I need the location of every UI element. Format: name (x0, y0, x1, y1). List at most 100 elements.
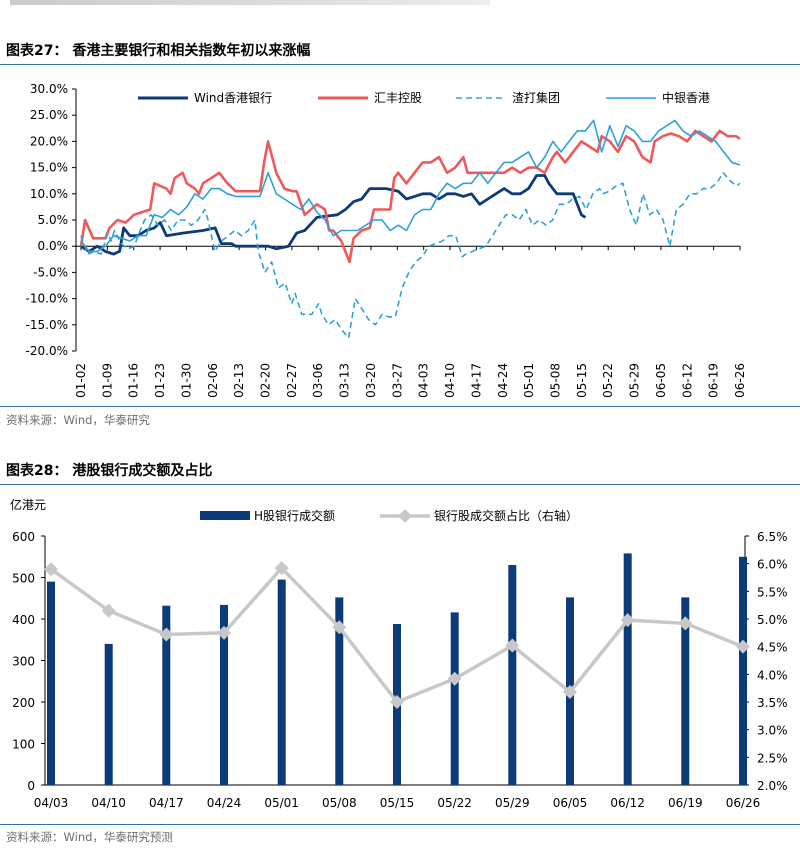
chart1-y-tick-label: 15.0% (30, 161, 68, 175)
chart2-y2-tick-label: 6.0% (757, 558, 788, 572)
chart2-line-marker (390, 695, 404, 709)
chart2-bar (162, 605, 171, 785)
chart1-x-tick-label: 03-27 (390, 363, 404, 398)
chart2-x-tick-label: 06/19 (668, 796, 703, 810)
chart2-title: 图表28： 港股银行成交额及占比 (6, 463, 213, 479)
chart1-x-tick-label: 04-10 (443, 363, 457, 398)
chart1-x-tick-label: 04-24 (496, 363, 510, 398)
chart2-unit-label: 亿港元 (10, 497, 46, 512)
chart1-x-tick-label: 01-09 (100, 363, 114, 398)
chart2-bar (47, 581, 55, 785)
chart2-x-tick-label: 05/01 (264, 796, 299, 810)
chart2-y-tick-label: 500 (12, 572, 35, 586)
chart1-series-line (79, 129, 741, 264)
chart2-line-marker (620, 613, 635, 628)
chart1-x-tick-label: 02-20 (259, 363, 273, 398)
chart1-y-tick-label: -15.0% (26, 318, 68, 332)
clipped-text-line (10, 0, 490, 5)
chart2-y2-tick-label: 2.0% (757, 779, 788, 793)
chart1-source: 资料来源：Wind，华泰研究 (6, 413, 150, 427)
chart1-x-tick-label: 02-13 (232, 363, 246, 398)
chart1-legend-label: 渣打集团 (512, 90, 560, 105)
chart1-x-tick-label: 06-19 (707, 363, 721, 398)
chart2-bar (104, 643, 113, 785)
chart2-series (44, 553, 750, 786)
chart2-x-tick-label: 05/29 (495, 796, 530, 810)
chart1-x-tick-label: 03-13 (338, 363, 352, 398)
chart1-y-tick-label: 25.0% (30, 108, 68, 122)
chart2-bottom-rule (0, 824, 800, 825)
chart2-y-tick-label: 100 (12, 738, 35, 752)
chart2-y-tick-label: 200 (12, 696, 35, 710)
chart1-x-tick-label: 05-29 (628, 363, 642, 398)
chart2-line-marker (44, 562, 58, 577)
chart1-x-tick-label: 05-22 (601, 363, 615, 398)
chart1-x-tick-label: 04-03 (417, 363, 431, 398)
chart2-x-tick-label: 05/15 (380, 796, 415, 810)
chart1-top-rule (0, 64, 800, 65)
chart2-x-tick-label: 04/10 (91, 796, 126, 810)
chart2-y2-tick-label: 3.0% (757, 724, 788, 738)
chart2-x-tick-label: 06/26 (726, 796, 761, 810)
chart2-line-marker (159, 627, 174, 642)
chart1-x-tick-label: 06-05 (654, 363, 668, 398)
chart2-bar (508, 565, 517, 785)
chart2-bar (681, 597, 690, 785)
chart2-bar (277, 579, 286, 785)
chart2-line-marker (217, 625, 231, 640)
chart1-legend-label: 中银香港 (662, 90, 710, 105)
chart2-line-marker (274, 561, 289, 576)
chart1-x-tick-label: 01-02 (74, 363, 88, 398)
chart1-x-tick-label: 02-06 (206, 363, 220, 398)
chart1-y-tick-label: 10.0% (30, 187, 68, 201)
chart1-bottom-rule (0, 406, 800, 407)
chart1-series (79, 119, 741, 339)
chart1-x-tick-label: 05-01 (522, 363, 536, 398)
chart1-x-tick-label: 01-16 (127, 363, 141, 398)
chart2-bar (220, 604, 228, 785)
chart2-y2-tick-label: 6.5% (757, 530, 788, 544)
chart2-y-tick-label: 0 (27, 779, 35, 793)
chart1-x-tick-label: 05-08 (548, 363, 562, 398)
chart2-line-marker (736, 639, 750, 654)
chart2-y-tick-label: 400 (12, 613, 35, 627)
chart1-svg: 30.0% 25.0% 20.0% 15.0% 10.0% 5.0% 0.0% -5.0% -1… (26, 82, 747, 398)
chart1-series-line (80, 172, 741, 339)
chart1-y-tick-label: -5.0% (33, 265, 68, 279)
chart2-legend: H股银行成交额 银行股成交额占比（右轴） (200, 508, 578, 523)
chart1-series-line (80, 174, 587, 256)
chart2-legend-bar-swatch (200, 511, 250, 520)
chart1-x-tick-label: 06-26 (733, 363, 747, 398)
chart1-y-tick-label: -10.0% (26, 292, 68, 306)
chart1-y-tick-label: 20.0% (30, 134, 68, 148)
chart2-line-marker (332, 620, 347, 635)
chart2-line-marker (101, 603, 116, 618)
chart2-line-marker (563, 685, 577, 700)
chart2-x-tick-label: 06/12 (610, 796, 645, 810)
chart2-x-tick-label: 05/22 (437, 796, 472, 810)
chart1-x-tick-label: 05-15 (575, 363, 589, 398)
chart2-y2-tick-label: 2.5% (757, 751, 788, 765)
chart1-x-tick-label: 02-27 (285, 363, 299, 398)
chart2-x-tick-label: 04/17 (149, 796, 184, 810)
chart2-legend-bar-label: H股银行成交额 (254, 508, 335, 523)
chart2-legend-line-label: 银行股成交额占比（右轴） (434, 508, 578, 523)
chart2-bar (739, 556, 747, 786)
chart1-title: 图表27： 香港主要银行和相关指数年初以来涨幅 (6, 43, 311, 59)
chart1-y-tick-label: 30.0% (30, 82, 68, 96)
chart2-y2-tick-label: 3.5% (757, 696, 788, 710)
chart2-top-rule (0, 484, 800, 485)
chart2-line-marker (505, 638, 520, 653)
chart1-x-tick-label: 01-23 (153, 363, 167, 398)
chart2-line-marker (678, 616, 693, 631)
chart1-legend-label: Wind香港银行 (194, 91, 272, 105)
chart1-x-tick-label: 03-06 (311, 363, 325, 398)
chart2-x-tick-label: 05/08 (322, 796, 357, 810)
chart2-svg: 亿港元 600 500 400 300 200 100 0 6.5% 6.0% 5.5% 5.0% 4… (10, 497, 788, 810)
chart1-y-tick-label: -20.0% (26, 344, 68, 358)
chart1-x-tick-label: 06-12 (680, 363, 694, 398)
chart2-bar (450, 612, 459, 785)
chart2-line-marker (447, 671, 462, 686)
chart2-y-tick-label: 300 (12, 655, 35, 669)
chart2-y2-tick-label: 4.0% (757, 668, 788, 682)
